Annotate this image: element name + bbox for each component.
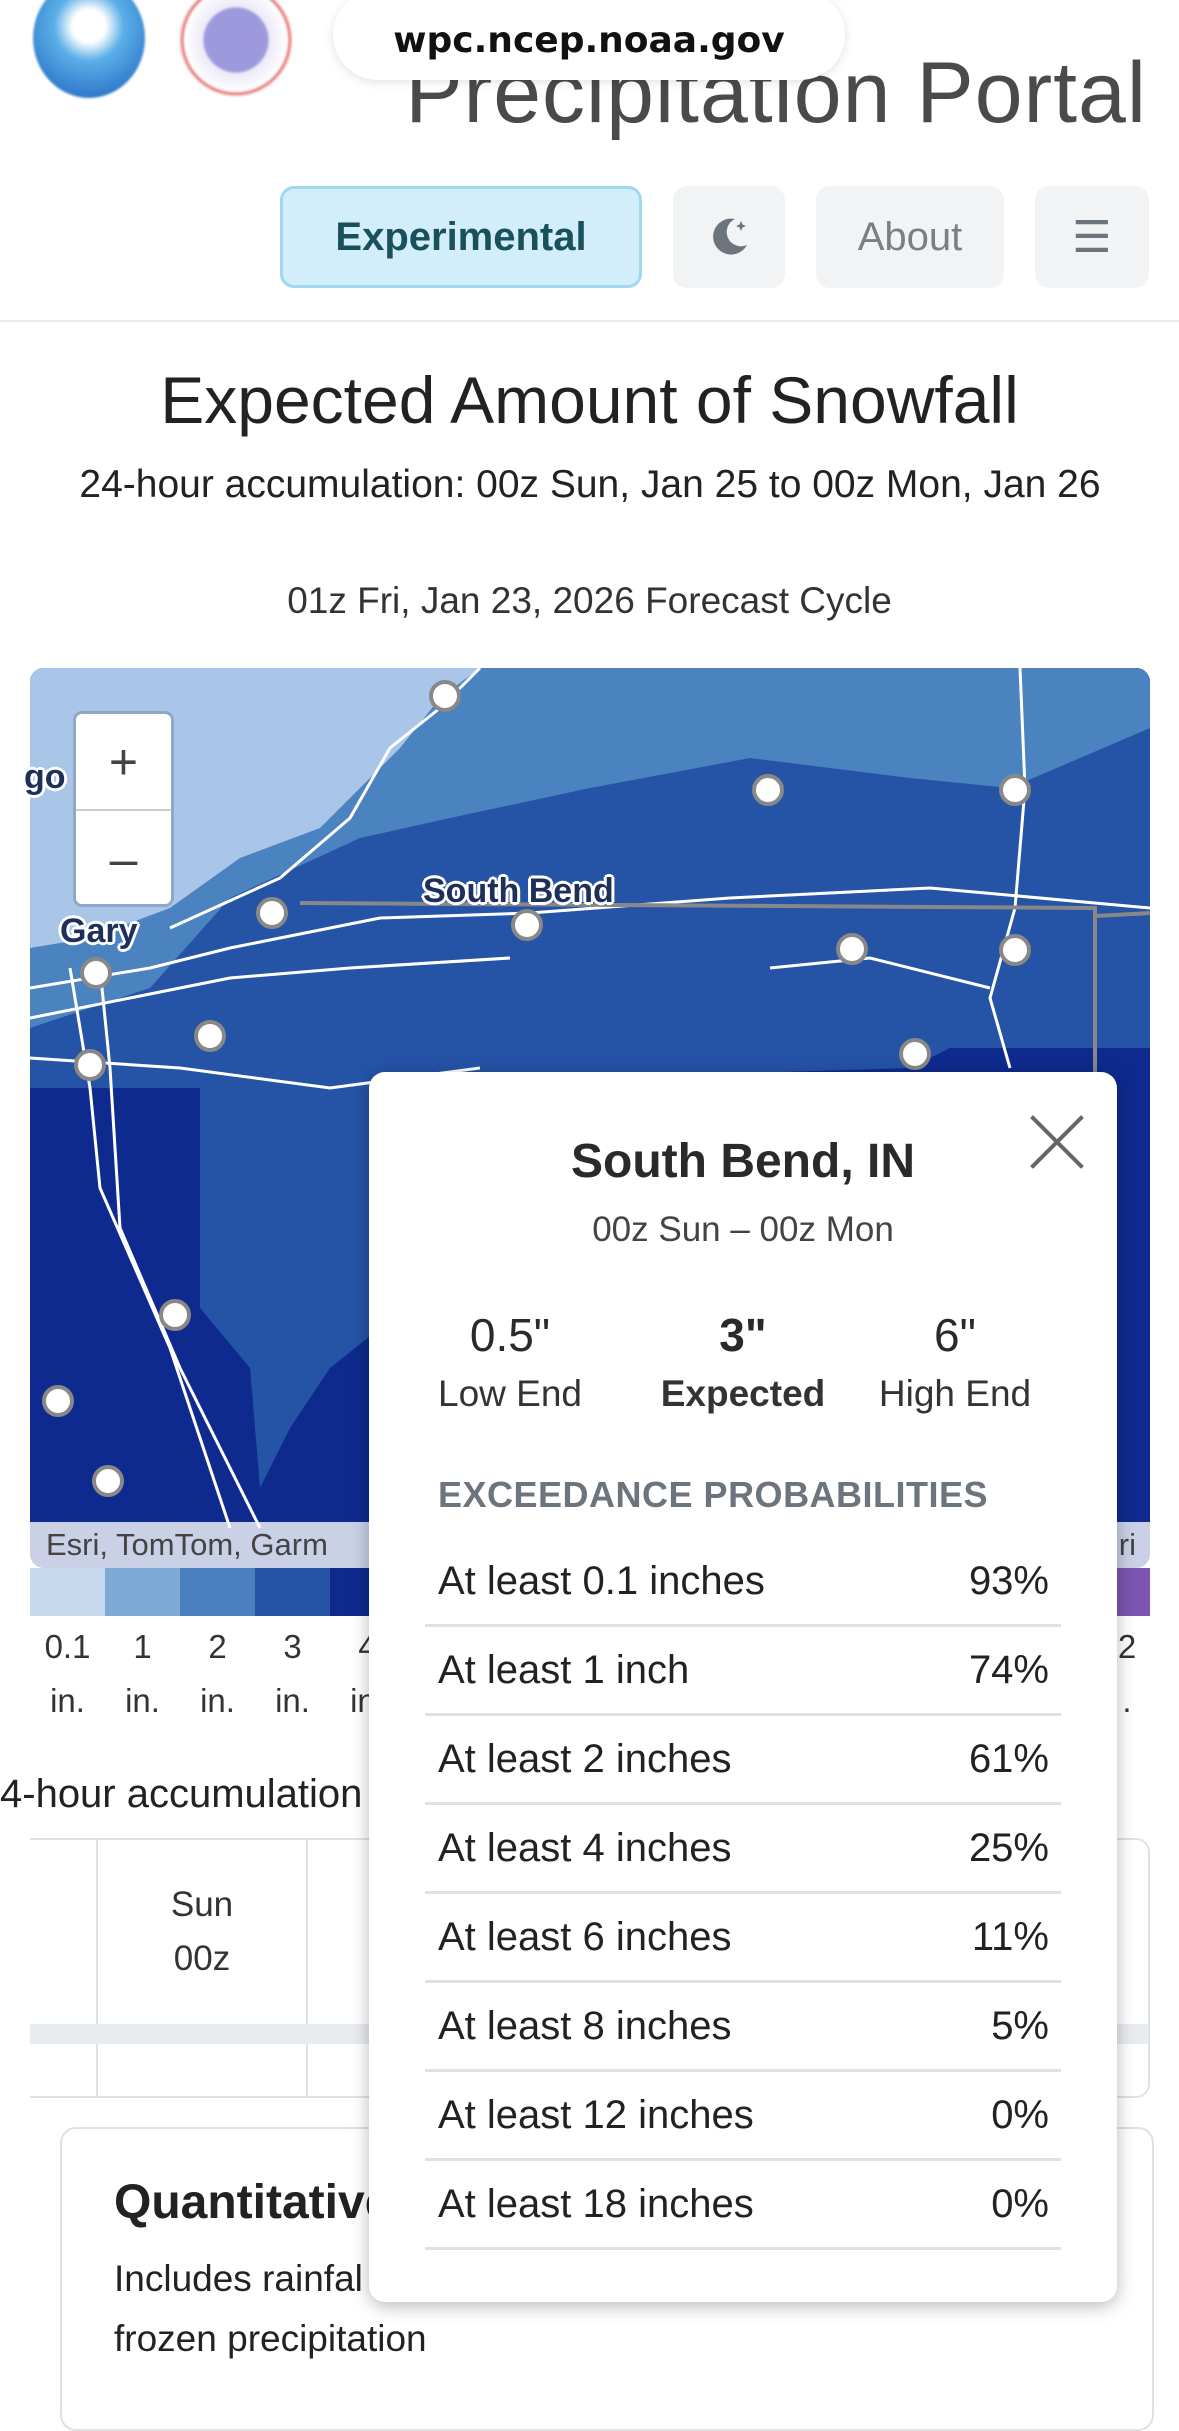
legend-label: 3 in. <box>275 1628 310 1719</box>
legend-label: 2 in. <box>200 1628 235 1719</box>
qpf-description: Includes rainfal frozen precipitation <box>114 2258 427 2359</box>
about-button[interactable]: About <box>816 186 1004 288</box>
snowfall-legend <box>30 1568 405 1616</box>
exceedance-heading: EXCEEDANCE PROBABILITIES <box>438 1474 989 1515</box>
stat-expected: 3" Expected <box>660 1309 826 1414</box>
exceedance-row: At least 8 inches 5% <box>425 1983 1061 2072</box>
popup-location: South Bend, IN <box>571 1135 915 1188</box>
map-label-chicago: go <box>24 758 66 796</box>
location-popup: South Bend, IN 00z Sun – 00z Mon 0.5" Low… <box>369 1072 1117 2302</box>
hamburger-icon: ☰ <box>1072 212 1112 262</box>
legend-swatch <box>30 1568 105 1616</box>
table-column-header: Sun 00z <box>170 1885 234 1978</box>
dark-mode-toggle[interactable] <box>673 186 785 288</box>
exceedance-row: At least 18 inches 0% <box>425 2161 1061 2250</box>
qpf-title: Quantitative <box>114 2176 392 2229</box>
map-zoom-control: + – <box>76 714 171 904</box>
browser-url-bar[interactable]: wpc.ncep.noaa.gov <box>333 0 845 80</box>
accumulation-period: 24-hour accumulation: 00z Sun, Jan 25 to… <box>79 463 1101 506</box>
map-label-gary: Gary <box>60 912 138 950</box>
exceedance-row: At least 4 inches 25% <box>425 1805 1061 1894</box>
popup-time-range: 00z Sun – 00z Mon <box>592 1210 894 1249</box>
stat-high-end: 6" High End <box>878 1309 1032 1414</box>
legend-label: 0.1 in. <box>44 1628 91 1719</box>
accumulation-table-title: 4-hour accumulation <box>0 1772 360 1816</box>
legend-swatch <box>180 1568 255 1616</box>
zoom-out-button[interactable]: – <box>109 830 138 887</box>
menu-button[interactable]: ☰ <box>1035 186 1149 288</box>
legend-label-last: 2. <box>1117 1628 1137 1719</box>
exceedance-row: At least 12 inches 0% <box>425 2072 1061 2161</box>
nws-logo[interactable] <box>178 0 294 100</box>
exceedance-row: At least 0.1 inches 93% <box>425 1538 1061 1627</box>
exceedance-table: At least 0.1 inches 93% At least 1 inch 74… <box>425 1538 1061 2250</box>
attribution-text: Esri, TomTom, Garm <box>46 1527 328 1562</box>
exceedance-row: At least 1 inch 74% <box>425 1627 1061 1716</box>
legend-labels: 0.1 in. 1 in. 2 in. 3 in. 4 in. <box>30 1620 405 1728</box>
exceedance-row: At least 2 inches 61% <box>425 1716 1061 1805</box>
stat-low-end: 0.5" Low End <box>438 1309 582 1414</box>
legend-swatch <box>255 1568 330 1616</box>
map-label-south-bend: South Bend <box>423 872 614 910</box>
noaa-logo[interactable] <box>33 0 145 98</box>
legend-swatch <box>105 1568 180 1616</box>
page-title: Expected Amount of Snowfall <box>160 363 1019 437</box>
legend-label: 1 in. <box>125 1628 160 1719</box>
forecast-cycle: 01z Fri, Jan 23, 2026 Forecast Cycle <box>287 580 892 621</box>
zoom-in-button[interactable]: + <box>76 714 171 811</box>
experimental-button[interactable]: Experimental <box>280 186 642 288</box>
exceedance-row: At least 6 inches 11% <box>425 1894 1061 1983</box>
moon-icon <box>713 218 747 255</box>
attribution-text-right: ri <box>1118 1527 1136 1562</box>
